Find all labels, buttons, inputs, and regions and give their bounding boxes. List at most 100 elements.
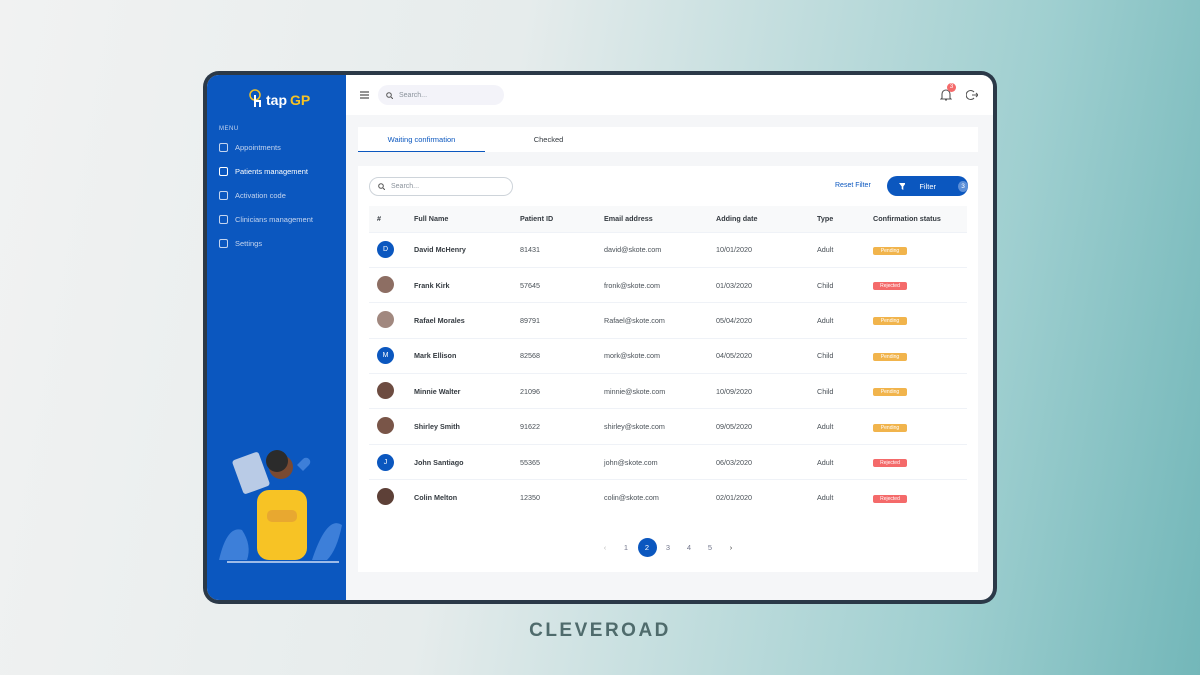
- menu-item[interactable]: Settings: [219, 239, 262, 248]
- filter-label: Filter: [919, 181, 937, 191]
- column-header: Adding date: [708, 206, 809, 232]
- status-cell: Pending: [865, 302, 967, 339]
- patient-id: 12350: [512, 479, 596, 516]
- menu-item[interactable]: Activation code: [219, 191, 286, 200]
- menu-label: Settings: [235, 239, 263, 248]
- adding-date: 01/03/2020: [708, 266, 809, 303]
- page-next[interactable]: ›: [729, 543, 733, 552]
- patient-id: 21096: [512, 373, 596, 409]
- avatar-initial: D: [377, 241, 394, 259]
- reset-filter[interactable]: Reset Filter: [835, 182, 871, 189]
- patient-type: Adult: [809, 231, 865, 268]
- column-header: Patient ID: [512, 206, 596, 232]
- avatar-initial: M: [377, 347, 394, 365]
- menu-item[interactable]: Patients management: [219, 167, 308, 176]
- illustration: [219, 450, 342, 563]
- avatar-cell: J: [369, 443, 406, 480]
- status-cell: Pending: [865, 373, 967, 409]
- page-prev[interactable]: ‹: [603, 543, 607, 552]
- filter-count: 3: [958, 180, 968, 192]
- menu-icon: [219, 167, 228, 176]
- menu-label: Activation code: [235, 191, 286, 200]
- menu-label: Clinicians management: [235, 215, 313, 224]
- avatar-photo: [377, 381, 394, 399]
- table-row: D David McHenry 81431 david@skote.com 10/01/…: [369, 231, 967, 268]
- patient-name: Mark Ellison: [406, 337, 512, 374]
- patient-email: david@skote.com: [596, 231, 708, 268]
- table-row: Shirley Smith 91622 shirley@skote.com 09/05…: [369, 408, 967, 445]
- patient-name: Frank Kirk: [406, 266, 512, 303]
- brand-suffix: GP: [290, 92, 311, 108]
- avatar-cell: M: [369, 337, 406, 374]
- adding-date: 05/04/2020: [708, 302, 809, 339]
- adding-date: 04/05/2020: [708, 337, 809, 374]
- status-badge: Pending: [873, 352, 907, 361]
- page-number[interactable]: 1: [623, 543, 629, 552]
- tab[interactable]: Checked: [533, 135, 564, 144]
- menu-item[interactable]: Clinicians management: [219, 215, 313, 224]
- patient-id: 55365: [512, 443, 596, 480]
- column-header: #: [369, 206, 406, 232]
- adding-date: 10/01/2020: [708, 231, 809, 268]
- avatar-photo: [377, 275, 394, 293]
- patient-type: Adult: [809, 302, 865, 339]
- table-row: J John Santiago 55365 john@skote.com 06/03/2…: [369, 443, 967, 480]
- adding-date: 02/01/2020: [708, 479, 809, 516]
- table-search[interactable]: Search...: [369, 177, 513, 196]
- hamburger[interactable]: [360, 91, 369, 99]
- patient-id: 91622: [512, 408, 596, 445]
- adding-date: 09/05/2020: [708, 408, 809, 445]
- menu-label: Patients management: [235, 167, 308, 176]
- status-badge: Pending: [873, 317, 907, 326]
- status-cell: Rejected: [865, 443, 967, 480]
- page-number[interactable]: 5: [707, 543, 713, 552]
- avatar-cell: [369, 373, 406, 409]
- adding-date: 06/03/2020: [708, 443, 809, 480]
- logo-icon: [249, 89, 261, 107]
- status-badge: Rejected: [873, 459, 907, 468]
- status-cell: Pending: [865, 408, 967, 445]
- patient-email: mork@skote.com: [596, 337, 708, 374]
- search-placeholder: Search...: [391, 183, 420, 190]
- table-row: M Mark Ellison 82568 mork@skote.com 04/05/20…: [369, 337, 967, 374]
- tab[interactable]: Waiting confirmation: [358, 127, 485, 152]
- status-cell: Rejected: [865, 266, 967, 303]
- table-head: # Full Name Patient ID Email address Adding …: [369, 206, 967, 232]
- patient-email: Rafael@skote.com: [596, 302, 708, 339]
- page-number[interactable]: 4: [686, 543, 692, 552]
- patient-name: Shirley Smith: [406, 408, 512, 445]
- patient-id: 82568: [512, 337, 596, 374]
- patient-type: Adult: [809, 479, 865, 516]
- menu-label: MENU: [219, 126, 239, 132]
- patient-type: Child: [809, 266, 865, 303]
- logout-icon[interactable]: [966, 89, 978, 101]
- avatar-photo: [377, 310, 394, 328]
- table-row: Minnie Walter 21096 minnie@skote.com 10/09/…: [369, 373, 967, 409]
- patient-name: Rafael Morales: [406, 302, 512, 339]
- patient-name: John Santiago: [406, 443, 512, 480]
- top-search[interactable]: Search...: [378, 85, 504, 105]
- menu-item[interactable]: Appointments: [219, 143, 281, 152]
- table-row: Colin Melton 12350 colin@skote.com 02/01/20…: [369, 479, 967, 516]
- avatar-photo: [377, 488, 394, 506]
- topbar: Search... 3: [346, 75, 993, 115]
- filter-button[interactable]: Filter 3: [887, 176, 968, 196]
- avatar-cell: [369, 266, 406, 303]
- patient-type: Child: [809, 373, 865, 409]
- menu-icon: [219, 143, 228, 152]
- patient-type: Child: [809, 337, 865, 374]
- page-number[interactable]: 2: [637, 538, 657, 557]
- patient-id: 81431: [512, 231, 596, 268]
- patient-email: fronk@skote.com: [596, 266, 708, 303]
- patient-name: Minnie Walter: [406, 373, 512, 409]
- brand-prefix: tap: [266, 92, 287, 108]
- patient-name: Colin Melton: [406, 479, 512, 516]
- column-header: Confirmation status: [865, 206, 967, 232]
- page-number[interactable]: 3: [665, 543, 671, 552]
- column-header: Full Name: [406, 206, 512, 232]
- status-badge: Rejected: [873, 494, 907, 503]
- patient-id: 89791: [512, 302, 596, 339]
- status-cell: Pending: [865, 337, 967, 374]
